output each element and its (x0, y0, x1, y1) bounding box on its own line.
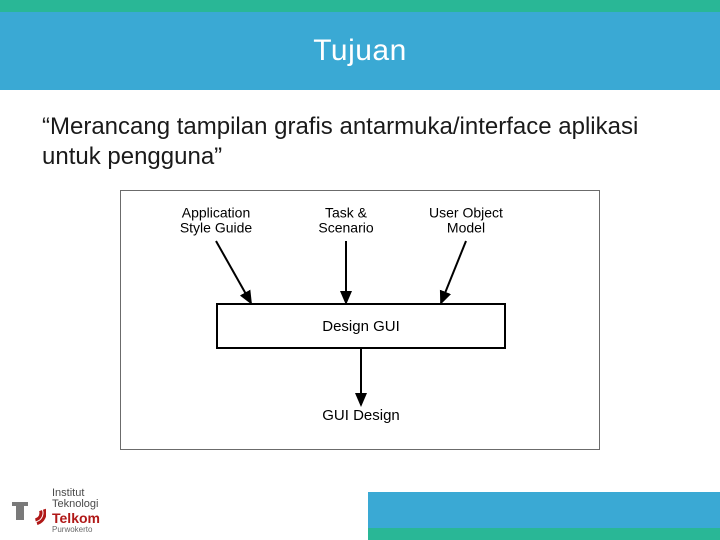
flow-arrow (216, 241, 251, 303)
logo-campus: Purwokerto (52, 525, 92, 534)
footer: Institut Teknologi Telkom Purwokerto (0, 492, 720, 540)
flow-node-box: Design GUI (216, 303, 506, 349)
body-paragraph: “Merancang tampilan grafis antarmuka/int… (0, 90, 720, 172)
footer-bar-blue (368, 492, 720, 528)
institution-logo: Institut Teknologi Telkom Purwokerto (12, 488, 100, 534)
diagram-container: Application Style Guide Task & Scenario Us… (0, 172, 720, 450)
logo-mark-icon (12, 496, 46, 526)
logo-brand: Telkom (52, 510, 100, 526)
top-accent-bar (0, 0, 720, 12)
flow-node-label: GUI Design (322, 408, 400, 425)
slide-title: Tujuan (313, 34, 407, 68)
logo-line2: Teknologi (52, 498, 98, 510)
title-bar: Tujuan (0, 12, 720, 90)
flow-node-label: Task & Scenario (318, 206, 373, 237)
flow-arrow (441, 241, 466, 303)
flow-node-label: User Object Model (429, 206, 503, 237)
flow-node-label: Application Style Guide (180, 206, 252, 237)
footer-bar-green (368, 528, 720, 540)
logo-text: Institut Teknologi Telkom Purwokerto (52, 488, 100, 534)
logo-line1: Institut (52, 487, 84, 499)
flowchart-diagram: Application Style Guide Task & Scenario Us… (120, 190, 600, 450)
